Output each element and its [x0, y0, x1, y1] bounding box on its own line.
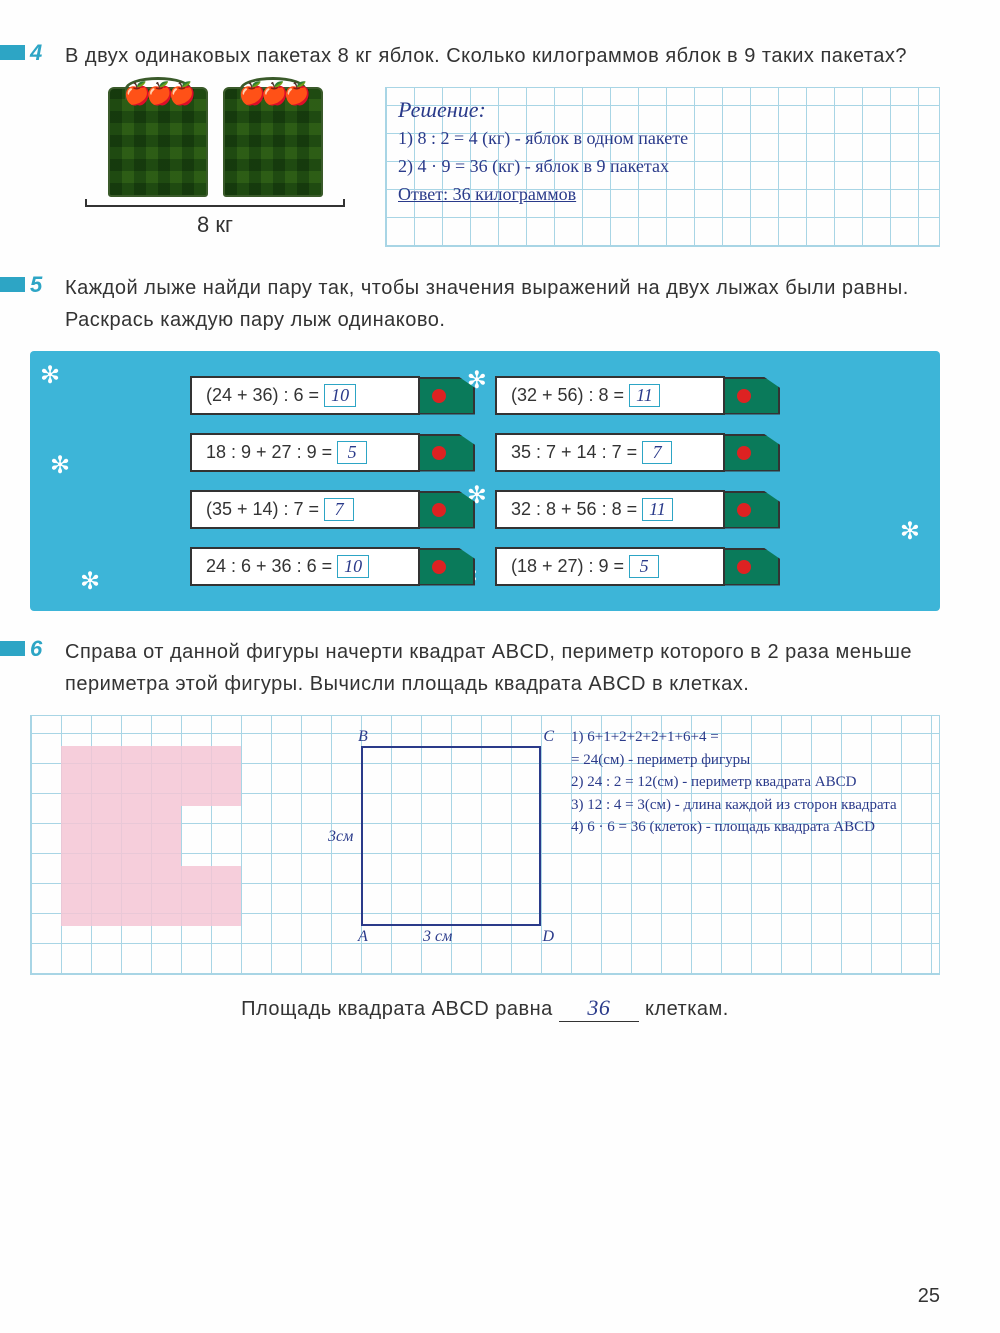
- snowflake-icon: ✻: [900, 517, 920, 546]
- ski-answer: 10: [337, 555, 369, 578]
- ski-tip-icon: [725, 434, 780, 472]
- label-side-bottom: 3 см: [423, 928, 452, 946]
- solution-line-2: 2) 4 · 9 = 36 (кг) - яблок в 9 пакетах: [398, 152, 927, 180]
- pink-figure-mid: [61, 806, 181, 866]
- label-c: C: [543, 728, 554, 746]
- ski-column-right: (32 + 56) : 8 =11 35 : 7 + 14 : 7 =7 32 …: [495, 376, 925, 586]
- page-number: 25: [918, 1285, 940, 1308]
- label-a: A: [358, 928, 368, 946]
- ski-answer: 11: [642, 498, 673, 521]
- ski-column-left: (24 + 36) : 6 =10 18 : 9 + 27 : 9 =5 (35…: [45, 376, 475, 586]
- ski-expression: (18 + 27) : 9 =5: [495, 547, 725, 586]
- solution-heading: Решение:: [398, 96, 927, 124]
- ski-area: ✻ ✻ ✻ ✻ ✻ ✻ ✻ (24 + 36) : 6 =10 18 : 9 +…: [30, 351, 940, 611]
- answer-line: Площадь квадрата ABCD равна 36 клеткам.: [30, 995, 940, 1022]
- ski-expression: (32 + 56) : 8 =11: [495, 376, 725, 415]
- ski-item: (24 + 36) : 6 =10: [190, 376, 475, 415]
- task-5-text: Каждой лыже найди пару так, чтобы значен…: [65, 272, 940, 336]
- task-5: 5 Каждой лыже найди пару так, чтобы знач…: [30, 272, 940, 611]
- answer-post: клеткам.: [645, 998, 729, 1020]
- answer-value: 36: [559, 995, 639, 1022]
- ski-tip-icon: [420, 377, 475, 415]
- ski-tip-icon: [420, 548, 475, 586]
- ski-tip-icon: [420, 434, 475, 472]
- snowflake-icon: ✻: [40, 361, 60, 390]
- snowflake-icon: ✻: [50, 451, 70, 480]
- ski-item: 32 : 8 + 56 : 8 =11: [495, 490, 780, 529]
- ski-answer: 11: [629, 384, 660, 407]
- apple-bag-2: [223, 87, 323, 197]
- task-6-text: Справа от данной фигуры начерти квадрат …: [65, 636, 940, 700]
- weight-bracket: [85, 205, 345, 207]
- label-side-left: 3см: [328, 828, 353, 846]
- bags-illustration: 8 кг: [65, 87, 365, 247]
- calc-line-4: 3) 12 : 4 = 3(см) - длина каждой из стор…: [571, 794, 929, 817]
- ski-tip-icon: [725, 548, 780, 586]
- snowflake-icon: ✻: [80, 567, 100, 596]
- task-number-5: 5: [30, 272, 42, 298]
- task-4-body: 8 кг Решение: 1) 8 : 2 = 4 (кг) - яблок …: [65, 87, 940, 247]
- ski-expression: 32 : 8 + 56 : 8 =11: [495, 490, 725, 529]
- ski-expression: 35 : 7 + 14 : 7 =7: [495, 433, 725, 472]
- ski-item: 35 : 7 + 14 : 7 =7: [495, 433, 780, 472]
- ski-item: (35 + 14) : 7 =7: [190, 490, 475, 529]
- ski-expression: 18 : 9 + 27 : 9 =5: [190, 433, 420, 472]
- answer-pre: Площадь квадрата ABCD равна: [241, 998, 553, 1020]
- solution-area: Решение: 1) 8 : 2 = 4 (кг) - яблок в одн…: [385, 87, 940, 247]
- task-4-text: В двух одинаковых пакетах 8 кг яблок. Ск…: [65, 40, 940, 72]
- weight-label: 8 кг: [65, 212, 365, 238]
- ski-item: 24 : 6 + 36 : 6 =10: [190, 547, 475, 586]
- ski-answer: 7: [642, 441, 672, 464]
- task-number-6: 6: [30, 636, 42, 662]
- ski-tip-icon: [725, 491, 780, 529]
- ski-expression: 24 : 6 + 36 : 6 =10: [190, 547, 420, 586]
- ski-expression: (24 + 36) : 6 =10: [190, 376, 420, 415]
- square-abcd: B C A D 3 см 3см: [361, 746, 541, 926]
- ski-answer: 7: [324, 498, 354, 521]
- solution-answer: Ответ: 36 килограммов: [398, 180, 927, 208]
- calc-line-5: 4) 6 · 6 = 36 (клеток) - площадь квадрат…: [571, 816, 929, 839]
- task-6: 6 Справа от данной фигуры начерти квадра…: [30, 636, 940, 1022]
- calc-line-2: = 24(см) - периметр фигуры: [571, 749, 929, 772]
- pink-figure-bot: [61, 866, 241, 926]
- ski-answer: 5: [337, 441, 367, 464]
- label-b: B: [358, 728, 368, 746]
- task-6-body: B C A D 3 см 3см 1) 6+1+2+2+2+1+6+4 = = …: [30, 715, 940, 1022]
- calc-line-3: 2) 24 : 2 = 12(см) - периметр квадрата A…: [571, 771, 929, 794]
- ski-item: 18 : 9 + 27 : 9 =5: [190, 433, 475, 472]
- solution-line-1: 1) 8 : 2 = 4 (кг) - яблок в одном пакете: [398, 124, 927, 152]
- ski-answer: 10: [324, 384, 356, 407]
- calculation-area: 1) 6+1+2+2+2+1+6+4 = = 24(см) - периметр…: [571, 726, 929, 839]
- label-d: D: [542, 928, 554, 946]
- apple-bag-1: [108, 87, 208, 197]
- task-number-4: 4: [30, 40, 42, 66]
- grid-drawing-area: B C A D 3 см 3см 1) 6+1+2+2+2+1+6+4 = = …: [30, 715, 940, 975]
- ski-tip-icon: [725, 377, 780, 415]
- ski-item: (32 + 56) : 8 =11: [495, 376, 780, 415]
- ski-item: (18 + 27) : 9 =5: [495, 547, 780, 586]
- ski-expression: (35 + 14) : 7 =7: [190, 490, 420, 529]
- calc-line-1: 1) 6+1+2+2+2+1+6+4 =: [571, 726, 929, 749]
- ski-answer: 5: [629, 555, 659, 578]
- ski-tip-icon: [420, 491, 475, 529]
- pink-figure-top: [61, 746, 241, 806]
- task-4: 4 В двух одинаковых пакетах 8 кг яблок. …: [30, 40, 940, 247]
